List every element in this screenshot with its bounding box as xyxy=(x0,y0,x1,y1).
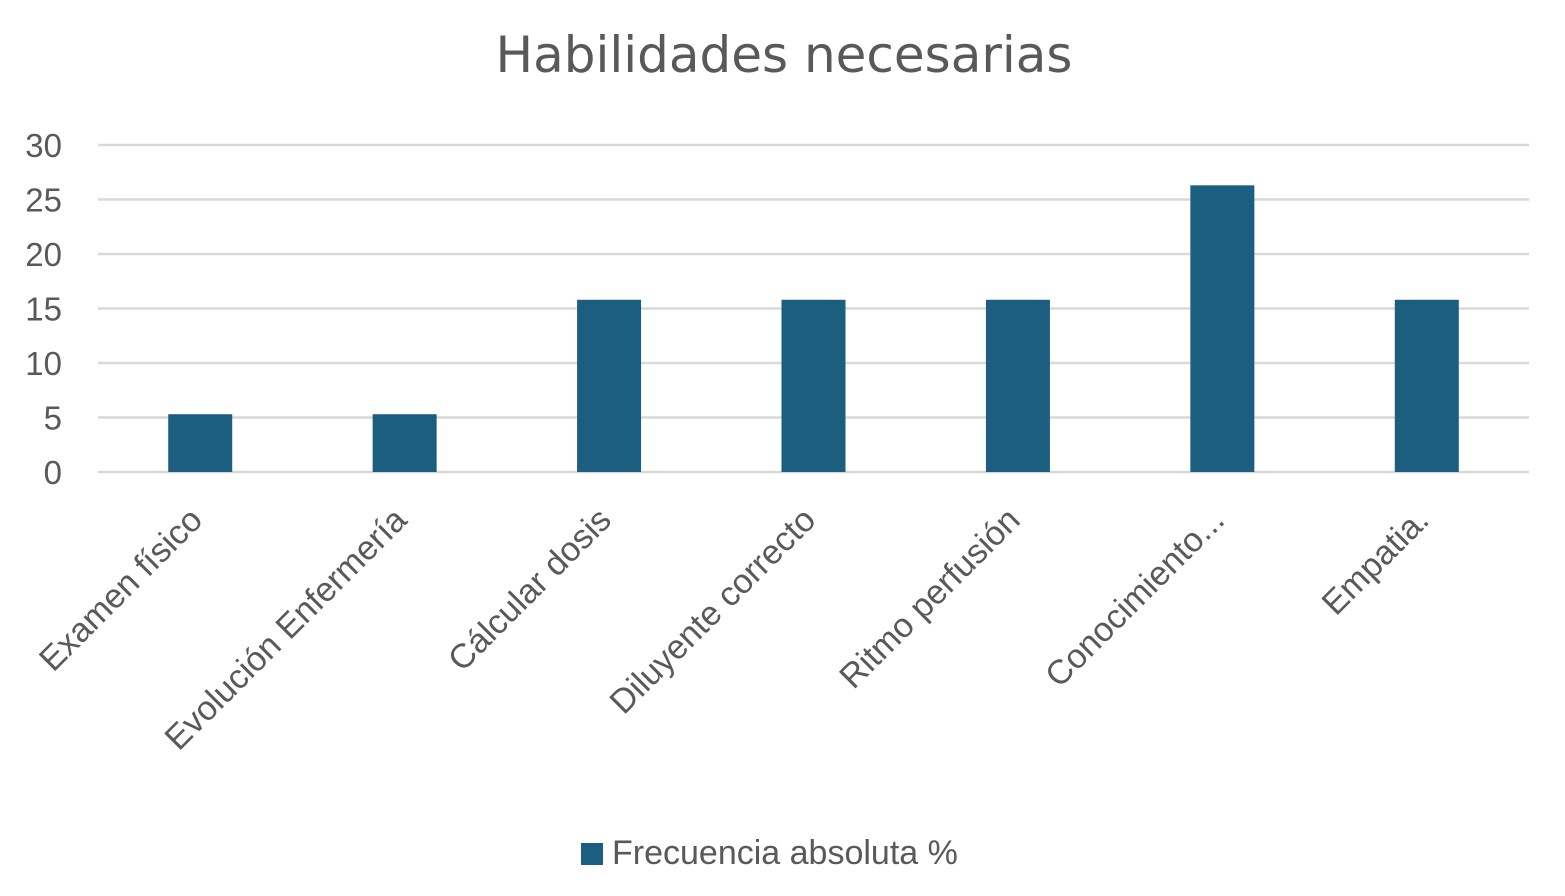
bars xyxy=(168,185,1459,472)
x-category-label: Cálcular dosis xyxy=(441,501,619,679)
x-category-label: Empatia. xyxy=(1315,501,1437,623)
x-category-label: Diluyente correcto xyxy=(603,501,824,722)
bar xyxy=(985,299,1050,472)
y-tick-label: 15 xyxy=(25,291,62,328)
x-category-label: Examen físico xyxy=(32,501,210,679)
x-category-label: Ritmo perfusión xyxy=(832,501,1027,696)
bar xyxy=(1190,185,1255,472)
legend-label: Frecuencia absoluta % xyxy=(612,834,958,872)
y-tick-label: 0 xyxy=(44,454,62,491)
bar xyxy=(577,299,642,472)
y-tick-label: 25 xyxy=(25,182,62,219)
y-tick-label: 30 xyxy=(25,127,62,164)
legend: Frecuencia absoluta % xyxy=(581,834,958,872)
bar xyxy=(781,299,846,472)
bar xyxy=(168,414,233,472)
x-category-label: Conocimiento... xyxy=(1038,501,1232,695)
y-axis-tick-labels: 0 5 10 15 20 25 30 xyxy=(25,127,62,491)
bar xyxy=(372,414,437,472)
y-tick-label: 20 xyxy=(25,236,62,273)
legend-swatch xyxy=(581,843,603,865)
y-tick-label: 5 xyxy=(44,400,62,437)
bar xyxy=(1394,299,1459,472)
y-tick-label: 10 xyxy=(25,345,62,382)
chart-title: Habilidades necesarias xyxy=(495,26,1072,84)
